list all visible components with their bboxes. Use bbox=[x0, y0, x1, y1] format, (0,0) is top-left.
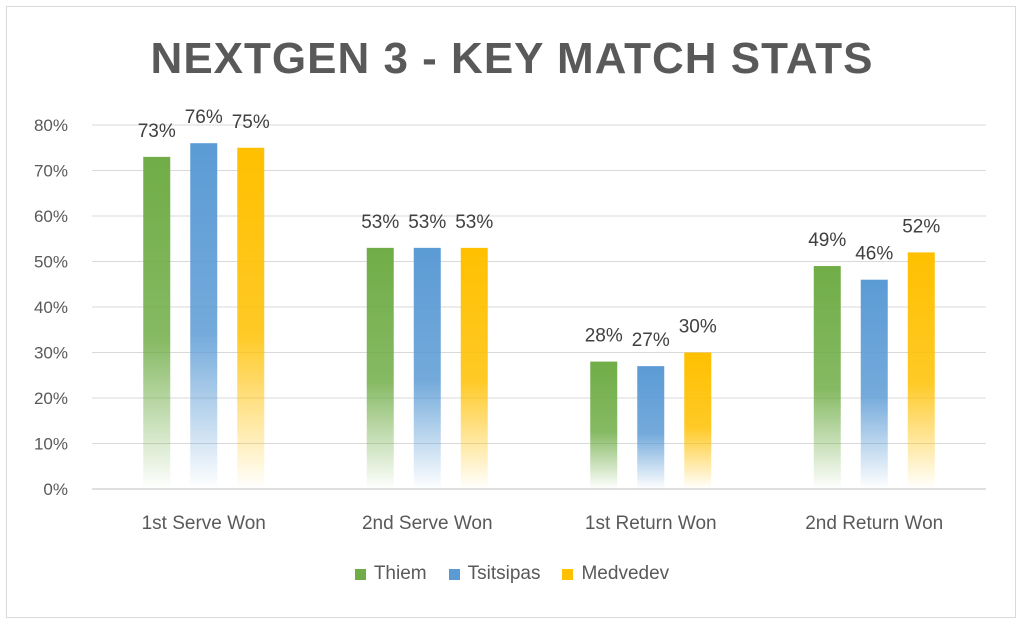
bar-tsitsipas-2 bbox=[637, 366, 665, 489]
data-label: 27% bbox=[632, 330, 670, 351]
y-tick-label: 20% bbox=[34, 389, 68, 408]
data-label: 49% bbox=[808, 230, 846, 251]
bar-tsitsipas-3 bbox=[860, 279, 888, 489]
legend-item-thiem: Thiem bbox=[354, 563, 427, 585]
data-label: 28% bbox=[585, 326, 623, 347]
y-tick-label: 10% bbox=[34, 435, 68, 454]
bar-medvedev-1 bbox=[460, 247, 488, 489]
data-label: 52% bbox=[902, 216, 940, 237]
chart-title: NEXTGEN 3 - KEY MATCH STATS bbox=[150, 34, 874, 83]
y-tick-label: 30% bbox=[34, 344, 68, 363]
legend-swatch bbox=[354, 568, 366, 580]
y-tick-label: 50% bbox=[34, 253, 68, 272]
data-label: 53% bbox=[408, 212, 446, 233]
x-category-label: 2nd Return Won bbox=[805, 513, 943, 534]
y-tick-label: 0% bbox=[43, 480, 68, 499]
y-tick-label: 80% bbox=[34, 116, 68, 135]
data-label: 46% bbox=[855, 244, 893, 265]
y-tick-label: 40% bbox=[34, 298, 68, 317]
data-label: 76% bbox=[185, 107, 223, 128]
bar-thiem-1 bbox=[366, 247, 394, 489]
x-category-label: 2nd Serve Won bbox=[362, 513, 493, 534]
y-tick-label: 70% bbox=[34, 162, 68, 181]
data-label: 53% bbox=[361, 212, 399, 233]
legend-swatch bbox=[448, 568, 460, 580]
y-tick-label: 60% bbox=[34, 207, 68, 226]
data-label: 30% bbox=[679, 317, 717, 338]
legend-item-tsitsipas: Tsitsipas bbox=[448, 563, 541, 585]
bar-medvedev-2 bbox=[684, 352, 712, 489]
bar-medvedev-0 bbox=[237, 147, 265, 489]
legend-label: Tsitsipas bbox=[467, 563, 541, 584]
bar-thiem-0 bbox=[143, 156, 171, 489]
bar-tsitsipas-0 bbox=[190, 143, 218, 489]
legend-label: Thiem bbox=[373, 563, 427, 584]
data-label: 75% bbox=[232, 112, 270, 133]
legend: Thiem Tsitsipas Medvedev bbox=[0, 563, 1024, 585]
data-label: 53% bbox=[455, 212, 493, 233]
legend-swatch bbox=[562, 568, 574, 580]
bar-thiem-3 bbox=[813, 266, 841, 489]
bar-medvedev-3 bbox=[907, 252, 935, 489]
bar-tsitsipas-1 bbox=[413, 247, 441, 489]
x-category-label: 1st Serve Won bbox=[142, 513, 266, 534]
data-label: 73% bbox=[138, 121, 176, 142]
chart-frame bbox=[6, 6, 1016, 618]
x-category-label: 1st Return Won bbox=[585, 513, 717, 534]
legend-item-medvedev: Medvedev bbox=[562, 563, 669, 585]
bar-thiem-2 bbox=[590, 361, 618, 489]
legend-label: Medvedev bbox=[581, 563, 670, 584]
